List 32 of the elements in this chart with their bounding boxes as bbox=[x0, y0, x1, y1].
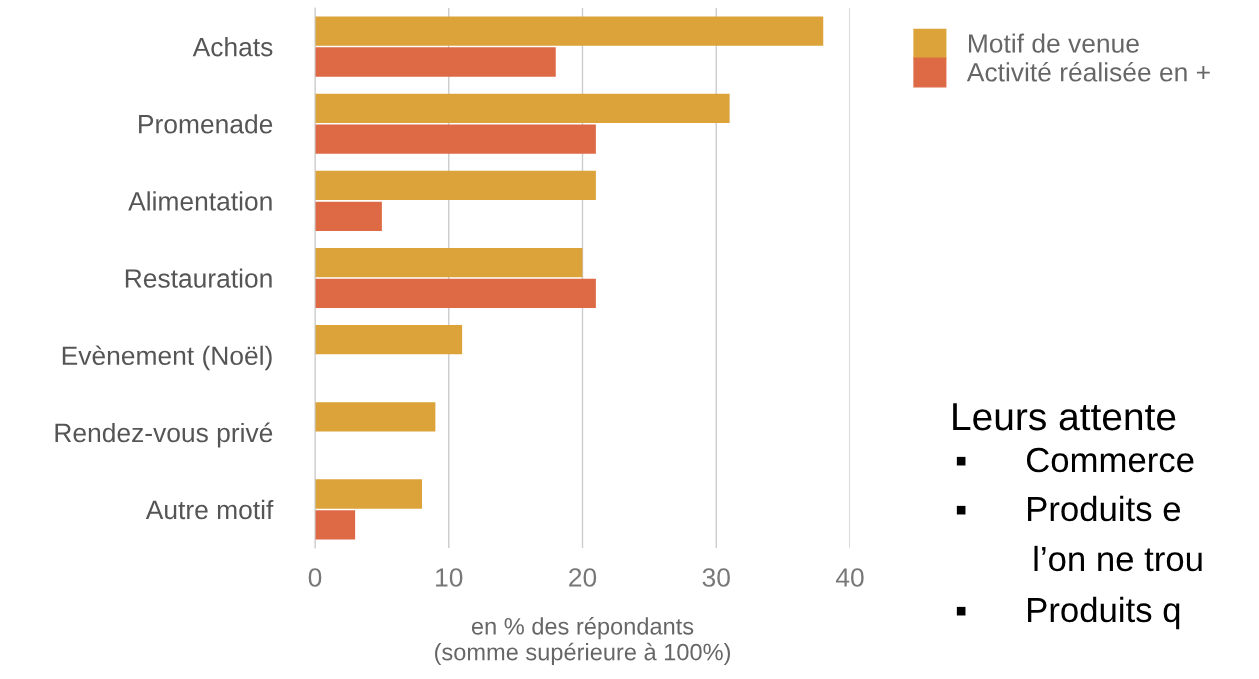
bar bbox=[315, 402, 436, 432]
legend-label: Motif de venue bbox=[969, 33, 1139, 53]
y-tick-label: Alimentation bbox=[128, 191, 272, 211]
y-tick-label: Restauration bbox=[125, 268, 272, 288]
y-tick-label: Autre motif bbox=[145, 499, 274, 520]
bar bbox=[315, 247, 583, 278]
text: ▪ Produits q bbox=[956, 596, 1180, 630]
text: ▪ Produits e bbox=[956, 495, 1180, 522]
y-tick-label: Rendez-vous privé bbox=[55, 422, 273, 448]
text: ▪ Commerce bbox=[956, 447, 1194, 473]
bar bbox=[315, 47, 556, 77]
y-tick-label: Achats bbox=[192, 37, 273, 57]
x-tick-label: 20 bbox=[569, 568, 597, 587]
text: l’on ne trou bbox=[1034, 545, 1202, 572]
x-tick-label: 10 bbox=[436, 568, 463, 587]
bar bbox=[315, 16, 824, 46]
bar bbox=[315, 325, 463, 355]
x-tick-label: 40 bbox=[835, 568, 864, 587]
y-tick-label: Evènement (Noël) bbox=[62, 345, 272, 371]
bar bbox=[315, 278, 596, 309]
x-tick-label: 0 bbox=[308, 568, 322, 587]
legend-label: Activité réalisée en + bbox=[966, 61, 1210, 82]
x-axis-title: en % des répondants (somme supérieure à 100%) bbox=[435, 617, 730, 666]
bar bbox=[315, 93, 730, 123]
bar bbox=[315, 124, 596, 154]
text: Leurs attente bbox=[953, 403, 1176, 431]
bar bbox=[315, 510, 356, 540]
bar bbox=[315, 479, 422, 509]
x-tick-label: 30 bbox=[702, 568, 730, 587]
bar bbox=[315, 170, 596, 201]
y-tick-label: Promenade bbox=[139, 114, 273, 134]
bar bbox=[315, 201, 382, 231]
